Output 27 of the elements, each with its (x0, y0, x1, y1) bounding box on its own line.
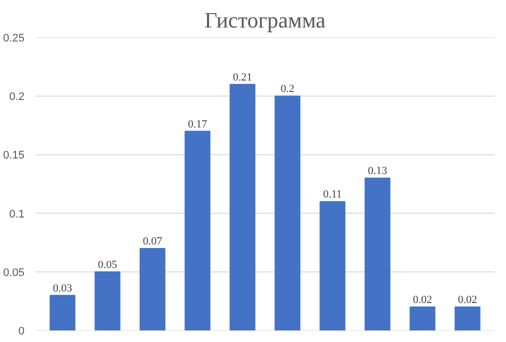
bar (274, 96, 300, 330)
chart-title: Гистограмма (204, 8, 326, 32)
y-tick-label: 0 (18, 326, 25, 338)
bar (410, 306, 436, 330)
bar (230, 84, 256, 330)
bar (454, 306, 480, 330)
bar (364, 178, 390, 330)
bar (94, 271, 120, 330)
bar (320, 201, 346, 330)
y-tick-label: 0.1 (9, 208, 25, 220)
y-tick-label: 0.15 (3, 150, 25, 162)
data-label: 0.21 (232, 71, 252, 84)
data-label: 0.05 (98, 258, 118, 271)
data-label: 0.13 (368, 165, 388, 178)
data-label: 0.07 (142, 235, 163, 248)
data-label: 0.02 (412, 294, 432, 306)
data-label: 0.2 (280, 83, 294, 96)
data-label: 0.17 (188, 118, 208, 130)
data-label: 0.11 (323, 188, 342, 201)
y-tick-label: 0.05 (3, 266, 25, 279)
bar (50, 294, 76, 330)
data-label: 0.03 (52, 282, 73, 294)
y-tick-label: 0.25 (3, 32, 25, 44)
bar (140, 248, 166, 330)
y-tick-label: 0.2 (9, 91, 25, 104)
bar (184, 130, 210, 330)
data-label: 0.02 (458, 294, 478, 306)
